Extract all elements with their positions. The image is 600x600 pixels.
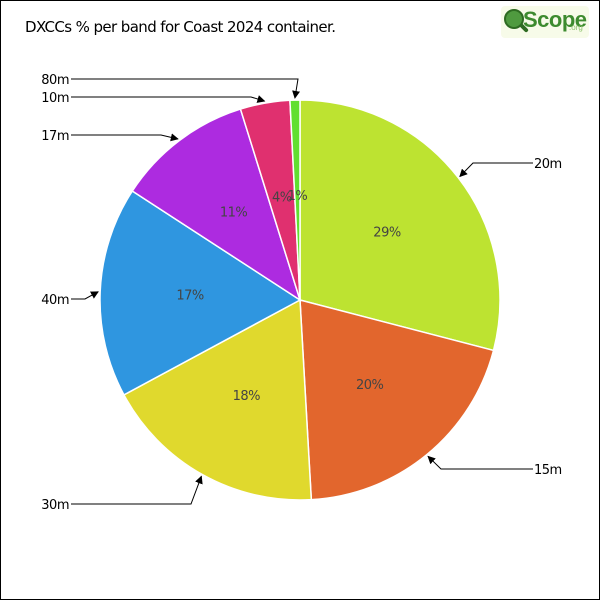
leader-line-80m bbox=[71, 78, 301, 99]
band-label-15m: 15m bbox=[534, 463, 562, 478]
band-label-20m: 20m bbox=[534, 157, 562, 172]
logo-tld: .org bbox=[569, 23, 583, 32]
pct-label-17m: 11% bbox=[220, 205, 248, 220]
pie-slice-15m[interactable] bbox=[299, 299, 495, 501]
band-label-80m: 80m bbox=[41, 73, 69, 88]
band-label-40m: 40m bbox=[41, 293, 69, 308]
pie-slice-40m[interactable] bbox=[99, 190, 302, 396]
leader-line-30m bbox=[71, 475, 203, 505]
leader-line-17m bbox=[71, 133, 179, 142]
leader-line-40m bbox=[71, 291, 99, 300]
magnifier-icon bbox=[504, 9, 524, 29]
pie-slice-30m[interactable] bbox=[122, 298, 313, 501]
pct-label-80m: 1% bbox=[288, 189, 308, 204]
leader-line-20m bbox=[459, 162, 533, 178]
pie-slice-17m[interactable] bbox=[131, 108, 302, 302]
band-label-17m: 17m bbox=[41, 129, 69, 144]
band-label-10m: 10m bbox=[41, 91, 69, 106]
pct-label-30m: 18% bbox=[233, 389, 261, 404]
pct-label-15m: 20% bbox=[356, 378, 384, 393]
logo-word: Scope bbox=[523, 7, 587, 32]
chart-title: DXCCs % per band for Coast 2024 containe… bbox=[25, 18, 336, 36]
leader-line-15m bbox=[427, 455, 533, 470]
pct-label-20m: 29% bbox=[373, 226, 401, 241]
band-label-30m: 30m bbox=[41, 498, 69, 513]
pie-slice-80m[interactable] bbox=[289, 99, 301, 301]
leader-line-10m bbox=[71, 95, 266, 103]
qrzscope-logo[interactable]: Scope .org bbox=[501, 6, 589, 38]
pct-label-10m: 4% bbox=[272, 191, 292, 206]
pie-slice-20m[interactable] bbox=[299, 99, 501, 352]
pct-label-40m: 17% bbox=[176, 289, 204, 304]
